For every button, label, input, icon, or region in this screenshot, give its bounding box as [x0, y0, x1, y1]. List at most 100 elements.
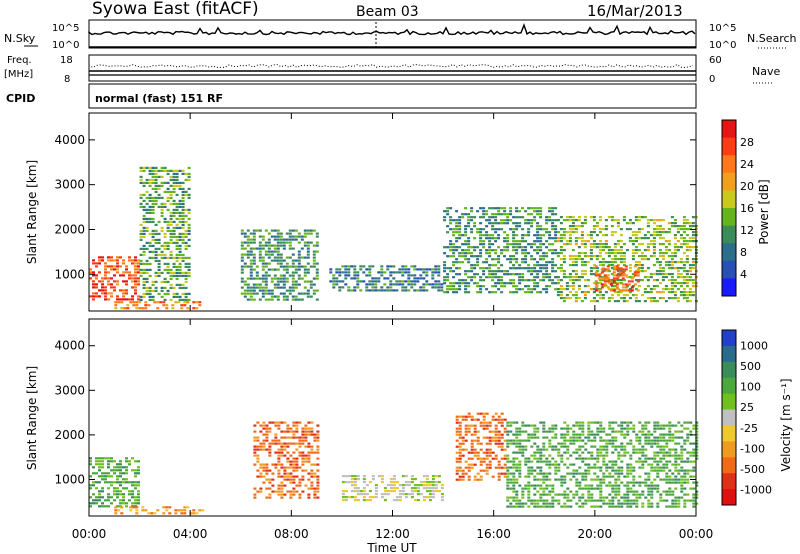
heatmap-cell — [506, 439, 510, 442]
heatmap-cell — [180, 512, 184, 515]
heatmap-cell — [650, 457, 654, 460]
heatmap-cell — [280, 421, 284, 424]
heatmap-cell — [506, 234, 510, 237]
heatmap-cell — [500, 433, 504, 436]
heatmap-cell — [246, 286, 250, 289]
heatmap-cell — [659, 433, 663, 436]
heatmap-cell — [542, 273, 546, 276]
heatmap-cell — [559, 228, 563, 231]
heatmap-cell — [691, 285, 695, 288]
heatmap-cell — [240, 256, 244, 259]
heatmap-cell — [668, 490, 672, 493]
heatmap-cell — [279, 280, 283, 283]
heatmap-cell — [674, 478, 678, 481]
heatmap-cell — [530, 424, 534, 427]
heatmap-cell — [610, 252, 614, 255]
heatmap-cell — [671, 490, 675, 493]
heatmap-cell — [256, 460, 260, 463]
heatmap-cell — [104, 475, 107, 478]
heatmap-cell — [665, 493, 669, 496]
heatmap-cell — [291, 271, 295, 274]
heatmap-cell — [145, 190, 149, 193]
heatmap-cell — [587, 496, 591, 499]
heatmap-cell — [632, 493, 636, 496]
heatmap-cell — [449, 219, 453, 222]
heatmap-cell — [306, 262, 310, 265]
heatmap-cell — [145, 229, 149, 232]
heatmap-cell — [261, 286, 265, 289]
heatmap-cell — [643, 249, 647, 252]
heatmap-cell — [595, 267, 599, 270]
heatmap-cell — [485, 454, 489, 457]
heatmap-cell — [295, 484, 299, 487]
heatmap-cell — [649, 255, 653, 258]
heatmap-cell — [243, 241, 247, 244]
heatmap-cell — [455, 430, 459, 433]
heatmap-cell — [647, 439, 651, 442]
heatmap-cell — [494, 424, 498, 427]
heatmap-cell — [685, 300, 689, 303]
heatmap-cell — [533, 451, 537, 454]
heatmap-cell — [638, 451, 642, 454]
heatmap-cell — [389, 490, 393, 493]
heatmap-cell — [292, 478, 296, 481]
heatmap-cell — [611, 436, 615, 439]
heatmap-cell — [184, 190, 188, 193]
heatmap-cell — [142, 280, 146, 283]
heatmap-cell — [312, 259, 316, 262]
heatmap-cell — [315, 235, 319, 238]
heatmap-cell — [662, 454, 666, 457]
heatmap-cell — [676, 288, 680, 291]
heatmap-cell — [673, 267, 677, 270]
heatmap-cell — [488, 216, 492, 219]
heatmap-cell — [160, 295, 164, 298]
heatmap-cell — [295, 442, 299, 445]
heatmap-cell — [285, 256, 289, 259]
heatmap-cell — [542, 487, 546, 490]
heatmap-cell — [620, 460, 624, 463]
heatmap-cell — [609, 283, 613, 286]
heatmap-cell — [128, 493, 131, 496]
heatmap-cell — [545, 478, 549, 481]
heatmap-cell — [261, 274, 265, 277]
heatmap-cell — [139, 223, 143, 226]
heatmap-cell — [252, 277, 256, 280]
heatmap-cell — [581, 487, 585, 490]
heatmap-cell — [568, 243, 572, 246]
heatmap-cell — [107, 460, 110, 463]
heatmap-cell — [273, 238, 277, 241]
heatmap-cell — [279, 256, 283, 259]
heatmap-cell — [265, 436, 269, 439]
heatmap-cell — [542, 454, 546, 457]
heatmap-cell — [125, 283, 128, 286]
heatmap-cell — [119, 274, 122, 277]
heatmap-cell — [688, 237, 692, 240]
heatmap-cell — [563, 493, 567, 496]
heatmap-cell — [640, 216, 644, 219]
heatmap-cell — [622, 258, 626, 261]
heatmap-cell — [488, 267, 492, 270]
heatmap-cell — [404, 280, 408, 283]
heatmap-cell — [610, 264, 614, 267]
heatmap-cell — [689, 430, 693, 433]
heatmap-cell — [187, 238, 191, 241]
heatmap-cell — [276, 247, 280, 250]
heatmap-cell — [592, 267, 596, 270]
heatmap-cell — [139, 175, 143, 178]
heatmap-cell — [674, 499, 678, 502]
heatmap-cell — [467, 424, 471, 427]
heatmap-cell — [104, 457, 107, 460]
heatmap-cell — [300, 265, 304, 268]
heatmap-cell — [587, 436, 591, 439]
heatmap-cell — [506, 478, 510, 481]
heatmap-cell — [527, 439, 531, 442]
heatmap-cell — [685, 294, 689, 297]
heatmap-cell — [685, 249, 689, 252]
heatmap-cell — [150, 512, 154, 515]
heatmap-cell — [119, 466, 122, 469]
heatmap-cell — [134, 256, 137, 259]
heatmap-cell — [243, 280, 247, 283]
heatmap-cell — [569, 454, 573, 457]
heatmap-cell — [181, 223, 185, 226]
